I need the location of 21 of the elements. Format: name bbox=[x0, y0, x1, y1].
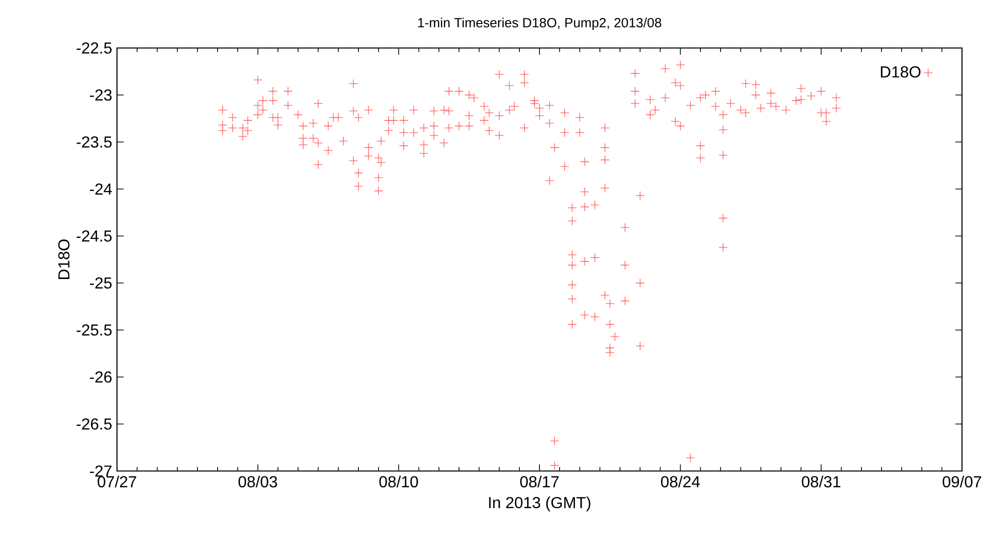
y-tick-label: -24 bbox=[90, 183, 112, 195]
y-tick-label: -24.5 bbox=[76, 230, 112, 242]
y-tick-label: -23.5 bbox=[76, 136, 112, 148]
y-tick-label: -22.5 bbox=[76, 42, 112, 54]
y-tick-label: -25 bbox=[90, 277, 112, 289]
chart-title: 1-min Timeseries D18O, Pump2, 2013/08 bbox=[418, 18, 662, 30]
x-tick-label: 08/10 bbox=[379, 476, 418, 488]
y-tick-label: -27 bbox=[90, 465, 112, 477]
legend-label: D18O bbox=[880, 66, 920, 78]
y-tick-label: -23 bbox=[90, 89, 112, 101]
x-tick-label: 07/27 bbox=[98, 476, 136, 488]
x-axis-title: In 2013 (GMT) bbox=[489, 496, 590, 512]
x-tick-label: 08/31 bbox=[802, 476, 840, 488]
x-tick-label: 09/07 bbox=[942, 476, 982, 488]
x-tick-label: 08/17 bbox=[520, 476, 559, 488]
y-tick-label: -25.5 bbox=[76, 324, 112, 336]
x-tick-label: 08/24 bbox=[661, 476, 700, 488]
y-axis-title: D18O bbox=[58, 239, 70, 280]
x-tick-label: 08/03 bbox=[238, 476, 278, 488]
y-tick-label: -26 bbox=[90, 371, 112, 383]
y-tick-label: -26.5 bbox=[76, 418, 112, 430]
